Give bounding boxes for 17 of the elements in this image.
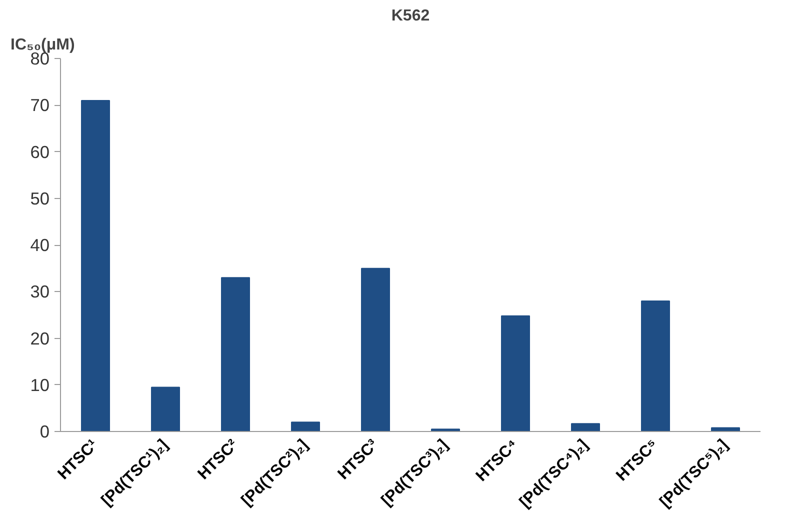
y-tick-label: 60 (30, 142, 50, 162)
y-tick-label: 0 (40, 422, 50, 442)
y-tick-label: 20 (30, 328, 50, 348)
y-tick-label: 30 (30, 282, 50, 302)
bar (151, 386, 180, 432)
bar (81, 100, 110, 432)
y-tick-label: 50 (30, 188, 50, 208)
y-tick-label: 10 (30, 374, 50, 395)
y-tick-label: 40 (30, 235, 50, 255)
bar (221, 277, 250, 432)
y-tick-label: 70 (30, 95, 50, 116)
bar (361, 268, 390, 432)
chart-title: K562 (391, 8, 430, 24)
bar (571, 423, 600, 432)
bar (641, 300, 670, 432)
bar (291, 422, 320, 432)
bar (501, 315, 530, 432)
